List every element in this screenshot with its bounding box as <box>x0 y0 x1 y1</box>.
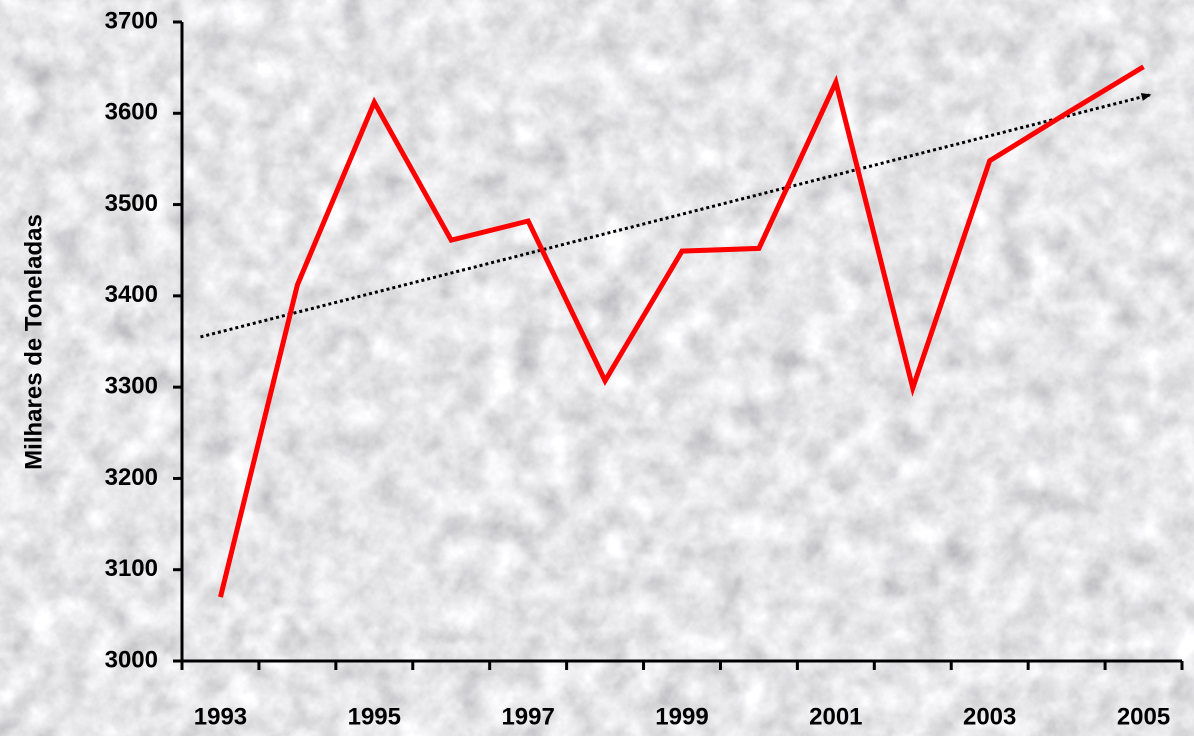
x-tick-label: 2001 <box>809 703 862 730</box>
x-tick-label: 1997 <box>501 703 554 730</box>
y-tick-label: 3700 <box>105 7 158 34</box>
y-axis-label: Milhares de Toneladas <box>20 214 47 470</box>
trendline <box>200 93 1152 339</box>
y-tick-label: 3300 <box>105 372 158 399</box>
data-line <box>218 64 1145 598</box>
y-tick-label: 3400 <box>105 281 158 308</box>
y-tick-label: 3000 <box>105 646 158 673</box>
y-tick-label: 3500 <box>105 190 158 217</box>
x-tick-label: 1993 <box>194 703 247 730</box>
x-tick-label: 2003 <box>963 703 1016 730</box>
y-tick-label: 3600 <box>105 99 158 126</box>
x-tick-label: 1999 <box>655 703 708 730</box>
y-tick-label: 3100 <box>105 555 158 582</box>
y-tick-label: 3200 <box>105 464 158 491</box>
x-tick-label: 2005 <box>1117 703 1170 730</box>
x-tick-label: 1995 <box>348 703 401 730</box>
